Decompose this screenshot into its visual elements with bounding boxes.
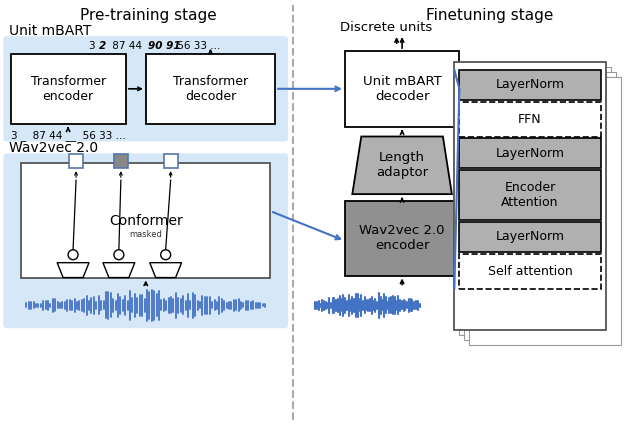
Bar bbox=[69, 154, 83, 168]
Bar bbox=[345, 201, 459, 276]
Text: 3 _  87 44 __  56 33 ...: 3 _ 87 44 __ 56 33 ... bbox=[11, 130, 126, 141]
Bar bbox=[459, 222, 601, 252]
Text: Conformer: Conformer bbox=[109, 214, 183, 228]
Text: Transformer
encoder: Transformer encoder bbox=[31, 75, 105, 103]
Bar bbox=[459, 138, 601, 168]
Text: Wav2vec 2.0
encoder: Wav2vec 2.0 encoder bbox=[359, 224, 445, 252]
Polygon shape bbox=[150, 263, 182, 278]
FancyBboxPatch shape bbox=[3, 36, 288, 141]
Bar bbox=[21, 163, 270, 278]
Bar bbox=[459, 170, 601, 220]
Text: masked: masked bbox=[129, 230, 162, 239]
Text: Self attention: Self attention bbox=[487, 265, 572, 278]
FancyBboxPatch shape bbox=[3, 153, 288, 328]
Text: 3: 3 bbox=[89, 41, 99, 51]
Text: Encoder
Attention: Encoder Attention bbox=[501, 181, 558, 209]
Bar bbox=[454, 62, 606, 330]
Bar bbox=[459, 67, 611, 335]
Bar bbox=[459, 102, 601, 136]
Text: Unit mBART: Unit mBART bbox=[9, 24, 92, 38]
Bar bbox=[464, 72, 616, 340]
Polygon shape bbox=[57, 263, 89, 278]
Text: LayerNorm: LayerNorm bbox=[495, 147, 565, 160]
Polygon shape bbox=[103, 263, 135, 278]
Text: Unit mBART
decoder: Unit mBART decoder bbox=[363, 75, 441, 103]
Text: Finetuning stage: Finetuning stage bbox=[426, 8, 553, 23]
Text: FFN: FFN bbox=[518, 112, 542, 126]
Bar bbox=[146, 54, 275, 124]
Text: Discrete units: Discrete units bbox=[340, 21, 432, 34]
Text: 2: 2 bbox=[99, 41, 106, 51]
Circle shape bbox=[160, 250, 170, 260]
Bar bbox=[11, 54, 126, 124]
Bar bbox=[114, 154, 128, 168]
Bar bbox=[459, 254, 601, 288]
Text: LayerNorm: LayerNorm bbox=[495, 230, 565, 243]
Text: Wav2vec 2.0: Wav2vec 2.0 bbox=[9, 141, 99, 155]
Text: 90 91: 90 91 bbox=[148, 41, 180, 51]
Text: 87 44: 87 44 bbox=[109, 41, 145, 51]
Circle shape bbox=[68, 250, 78, 260]
Text: 56 33 ...: 56 33 ... bbox=[173, 41, 220, 51]
Text: Transformer
decoder: Transformer decoder bbox=[173, 75, 248, 103]
Bar bbox=[345, 51, 459, 127]
Polygon shape bbox=[353, 136, 452, 194]
Bar bbox=[459, 70, 601, 100]
Text: Pre-training stage: Pre-training stage bbox=[80, 8, 217, 23]
Bar bbox=[469, 77, 621, 345]
Text: LayerNorm: LayerNorm bbox=[495, 78, 565, 91]
Bar bbox=[163, 154, 178, 168]
Text: Length
adaptor: Length adaptor bbox=[376, 151, 428, 179]
Circle shape bbox=[114, 250, 124, 260]
